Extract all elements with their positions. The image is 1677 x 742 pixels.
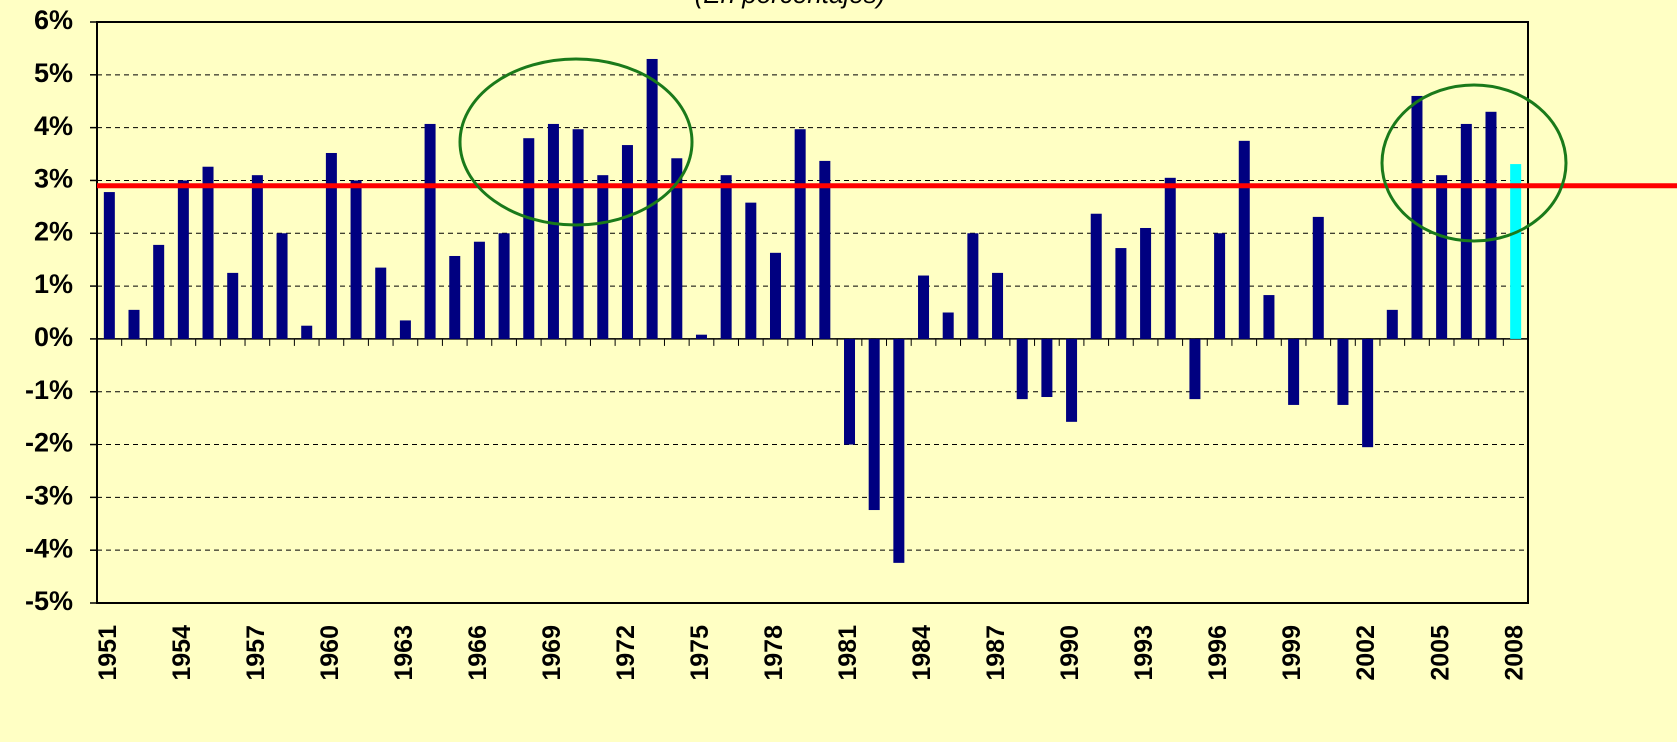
bar: [572, 129, 584, 339]
x-tick-label: 1972: [612, 625, 640, 681]
bar: [1041, 338, 1053, 398]
bar: [1214, 233, 1226, 339]
bar: [1288, 338, 1300, 405]
bar: [1115, 248, 1127, 339]
bar: [128, 309, 140, 339]
x-tick-label: 1996: [1204, 625, 1232, 681]
x-tick-label: 1969: [538, 625, 566, 681]
bar: [1510, 164, 1522, 339]
bar: [967, 233, 979, 339]
bar: [794, 129, 806, 339]
bar: [153, 244, 165, 339]
y-tick-label: -5%: [25, 586, 73, 616]
bar: [473, 241, 485, 339]
bar: [1312, 216, 1324, 339]
bar: [646, 58, 658, 339]
y-tick-label: 6%: [34, 5, 73, 35]
x-tick-label: 1999: [1278, 625, 1306, 681]
bar: [424, 123, 436, 339]
bar: [992, 272, 1004, 339]
x-tick-label: 1963: [390, 625, 418, 681]
x-tick-label: 1978: [760, 625, 788, 681]
bar: [251, 175, 263, 339]
bar: [1140, 227, 1152, 339]
x-tick-label: 1984: [908, 625, 936, 681]
bar: [1189, 338, 1201, 400]
bar: [547, 123, 559, 339]
bar: [498, 233, 510, 339]
x-tick-label: 1981: [834, 625, 862, 681]
bar: [1436, 175, 1448, 339]
chart-subtitle: (En porcentajes): [695, 0, 886, 9]
bar: [1386, 309, 1398, 339]
bar: [375, 267, 387, 339]
x-tick-label: 2005: [1426, 625, 1454, 681]
y-tick-label: -4%: [25, 533, 73, 563]
x-tick-label: 1957: [242, 625, 270, 681]
y-tick-label: -2%: [25, 428, 73, 458]
bar: [893, 338, 905, 563]
x-tick-label: 1975: [686, 625, 714, 681]
y-tick-label: 5%: [34, 58, 73, 88]
x-tick-label: 2008: [1500, 625, 1528, 681]
bar: [523, 138, 535, 339]
bar: [720, 175, 732, 339]
highlight-ellipse: [1380, 83, 1568, 243]
bar: [942, 312, 954, 339]
bar: [868, 338, 880, 511]
bar: [1485, 111, 1497, 339]
y-tick-label: 4%: [34, 111, 73, 141]
bar: [1090, 213, 1102, 339]
y-tick-label: 2%: [34, 216, 73, 246]
y-tick-label: 0%: [34, 322, 73, 352]
bar: [350, 180, 362, 339]
bar: [695, 334, 707, 339]
x-tick-label: 1987: [982, 625, 1010, 681]
bar: [1411, 95, 1423, 339]
bar: [177, 180, 189, 339]
x-tick-label: 1993: [1130, 625, 1158, 681]
x-tick-label: 1960: [316, 625, 344, 681]
x-tick-label: 1954: [168, 625, 196, 681]
x-tick-label: 1966: [464, 625, 492, 681]
bar: [1263, 295, 1275, 339]
bar: [325, 152, 337, 339]
bar: [301, 325, 313, 339]
bar: [769, 252, 781, 339]
bar: [1238, 140, 1250, 339]
y-tick-label: 3%: [34, 164, 73, 194]
bar: [227, 272, 239, 339]
plot-frame: [96, 21, 1529, 604]
bar: [1016, 338, 1028, 400]
bar: [276, 233, 288, 339]
y-tick-label: -1%: [25, 375, 73, 405]
x-tick-label: 2002: [1352, 625, 1380, 681]
x-tick-label: 1951: [94, 625, 122, 681]
bar: [671, 158, 683, 339]
x-tick-label: 1990: [1056, 625, 1084, 681]
bar: [918, 275, 930, 339]
bar: [1066, 338, 1078, 422]
bar: [449, 255, 461, 339]
bar: [1362, 338, 1374, 448]
bar: [844, 338, 856, 445]
bar: [202, 166, 214, 339]
bar: [103, 192, 115, 339]
bar: [621, 145, 633, 339]
y-tick-label: -3%: [25, 480, 73, 510]
bar: [745, 202, 757, 339]
bar: [1337, 338, 1349, 405]
bar: [1460, 123, 1472, 339]
bar: [1164, 177, 1176, 339]
y-tick-label: 1%: [34, 269, 73, 299]
bar: [819, 160, 831, 339]
highlight-ellipse: [458, 57, 694, 227]
bar: [399, 320, 411, 339]
bar: [597, 175, 609, 339]
